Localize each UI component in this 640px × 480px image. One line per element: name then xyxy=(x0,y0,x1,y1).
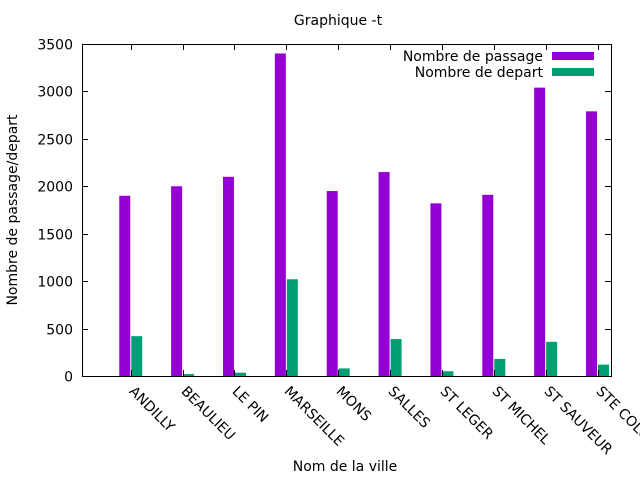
x-tick-label: BEAULIEU xyxy=(178,384,238,444)
plot-frame xyxy=(82,44,612,377)
bar-depart xyxy=(494,358,506,376)
bar-passage xyxy=(430,203,442,376)
bar-passage xyxy=(119,195,131,376)
bar-passage xyxy=(586,111,598,376)
y-tick-label: 2500 xyxy=(37,133,73,149)
bar-depart xyxy=(131,336,143,376)
y-tick-label: 1000 xyxy=(37,275,73,291)
bar-depart xyxy=(442,371,454,376)
bar-passage xyxy=(534,87,546,377)
y-tick-label: 0 xyxy=(64,370,73,386)
bar-depart xyxy=(546,341,558,376)
bar-depart xyxy=(390,339,402,376)
y-tick-label: 2000 xyxy=(37,180,73,196)
x-tick-label: MONS xyxy=(333,384,374,425)
y-axis-label: Nombre de passage/depart xyxy=(5,114,21,306)
x-axis-label: Nom de la ville xyxy=(293,459,398,475)
bar-passage xyxy=(378,172,390,376)
x-tick-label: SALLES xyxy=(385,384,433,432)
bar-depart xyxy=(286,279,298,376)
y-tick-label: 500 xyxy=(46,323,73,339)
bar-depart xyxy=(183,374,195,376)
bar-passage xyxy=(222,176,234,376)
legend-label: Nombre de passage xyxy=(403,49,543,65)
y-tick-label: 3500 xyxy=(37,38,73,54)
legend-swatch xyxy=(552,68,594,76)
x-tick-label: ST LEGER xyxy=(437,384,497,444)
bar-passage xyxy=(482,194,494,376)
bar-depart xyxy=(234,372,246,376)
bar-passage xyxy=(326,191,338,376)
bar-depart xyxy=(598,364,610,376)
x-tick-label: LE PIN xyxy=(229,384,272,427)
bar-passage xyxy=(171,186,183,376)
y-tick-label: 1500 xyxy=(37,228,73,244)
y-tick-label: 3000 xyxy=(37,85,73,101)
legend-swatch xyxy=(552,52,594,60)
x-tick-label: ANDILLY xyxy=(126,384,178,436)
chart-title: Graphique -t xyxy=(294,13,383,29)
bar-depart xyxy=(338,368,350,376)
legend-label: Nombre de depart xyxy=(415,65,544,81)
bar-passage xyxy=(274,53,286,376)
